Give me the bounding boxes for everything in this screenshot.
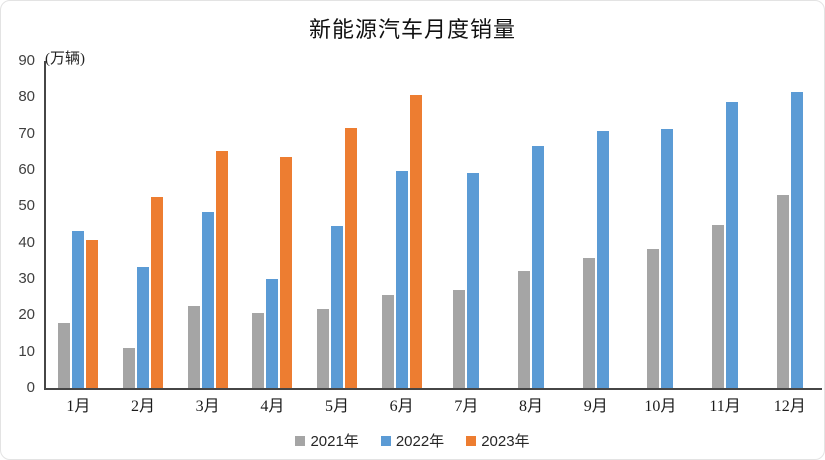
bar-2023年-1月: [86, 239, 99, 388]
bar-2022年-8月: [532, 146, 545, 388]
bar-group-3: 3月: [175, 61, 240, 415]
bar-group-9: 9月: [563, 61, 628, 415]
bar-2022年-5月: [331, 225, 344, 388]
y-axis-tick-40: 40: [18, 233, 35, 251]
legend-label: 2021年: [310, 433, 359, 450]
y-axis-tick-50: 50: [18, 197, 35, 215]
bar-2023年-3月: [215, 150, 228, 388]
bar-group-5: 5月: [305, 61, 370, 415]
y-axis-tick-90: 90: [18, 52, 35, 69]
x-axis-label-10月: 10月: [644, 398, 677, 415]
y-axis: 0 10 20 30 40 50 60 70 80 90: [1, 1, 35, 459]
x-axis-label-8月: 8月: [519, 398, 544, 415]
x-axis-label-1月: 1月: [66, 398, 91, 415]
bar-2022年-11月: [726, 102, 739, 388]
legend-item-2022年: 2022年: [380, 430, 445, 451]
bar-2023年-4月: [280, 156, 293, 388]
bar-group-8: 8月: [499, 61, 564, 415]
legend-swatch-icon: [380, 435, 391, 446]
bar-2022年-7月: [467, 172, 480, 388]
bar-2022年-4月: [266, 279, 279, 388]
legend-swatch-icon: [466, 435, 477, 446]
bar-2021年-12月: [776, 195, 789, 388]
legend-swatch-icon: [295, 435, 306, 446]
y-axis-tick-20: 20: [18, 306, 35, 324]
bar-group-1: 1月: [46, 61, 111, 415]
bar-2022年-3月: [201, 212, 214, 388]
bar-2021年-2月: [123, 348, 135, 388]
plot-area: 1月 2月 3月 4月 5月 6月 7月 8月 9月 10月 11月 12月: [44, 61, 822, 415]
bar-2023年-6月: [409, 95, 422, 388]
legend-item-2021年: 2021年: [295, 430, 359, 451]
bar-group-4: 4月: [240, 61, 305, 415]
bar-2022年-6月: [395, 171, 408, 388]
x-axis-label-3月: 3月: [195, 398, 220, 415]
bar-2021年-7月: [453, 289, 466, 388]
bar-2021年-1月: [58, 322, 71, 388]
bar-2021年-11月: [712, 224, 725, 388]
bar-2021年-8月: [518, 271, 531, 388]
x-axis-label-5月: 5月: [325, 398, 350, 415]
x-axis-label-2月: 2月: [130, 398, 156, 415]
y-axis-unit-label: (万辆): [45, 51, 85, 67]
bar-2021年-3月: [187, 305, 200, 388]
bar-2022年-1月: [72, 231, 85, 388]
x-axis-label-11月: 11月: [709, 398, 741, 415]
y-axis-tick-70: 70: [18, 124, 35, 142]
legend-label: 2023年: [481, 433, 530, 450]
bar-group-11: 11月: [693, 61, 758, 415]
y-axis-tick-10: 10: [18, 342, 35, 360]
bar-group-2: 2月: [111, 61, 176, 415]
bar-2023年-2月: [151, 197, 163, 388]
bar-2021年-5月: [317, 309, 330, 388]
legend-label: 2022年: [395, 433, 445, 450]
x-axis-label-12月: 12月: [773, 398, 806, 415]
y-axis-tick-0: 0: [26, 379, 35, 396]
x-axis-label-6月: 6月: [389, 398, 414, 415]
y-axis-tick-30: 30: [18, 270, 35, 287]
x-axis-label-9月: 9月: [583, 398, 608, 415]
bar-2021年-6月: [381, 295, 394, 388]
bar-group-10: 10月: [628, 61, 693, 415]
chart-title: 新能源汽车月度销量: [308, 17, 516, 42]
bar-2022年-2月: [137, 266, 149, 388]
legend-item-2023年: 2023年: [466, 430, 530, 451]
bar-group-7: 7月: [434, 61, 499, 415]
bar-2022年-12月: [790, 92, 803, 388]
x-axis-label-7月: 7月: [454, 398, 479, 415]
bar-2021年-9月: [582, 258, 595, 388]
bar-group-6: 6月: [369, 61, 434, 415]
x-axis-label-4月: 4月: [260, 398, 285, 415]
bar-2022年-10月: [661, 128, 674, 388]
bar-2022年-9月: [596, 130, 609, 388]
bar-2021年-4月: [252, 313, 265, 388]
bar-group-12: 12月: [757, 61, 822, 415]
bar-2021年-10月: [647, 248, 660, 388]
y-axis-tick-60: 60: [18, 161, 35, 178]
legend: 2021年 2022年 2023年: [1, 430, 824, 451]
y-axis-tick-80: 80: [18, 88, 35, 106]
bar-2023年-5月: [345, 127, 358, 388]
bar-groups: 1月 2月 3月 4月 5月 6月 7月 8月 9月 10月 11月 12月: [46, 61, 822, 415]
